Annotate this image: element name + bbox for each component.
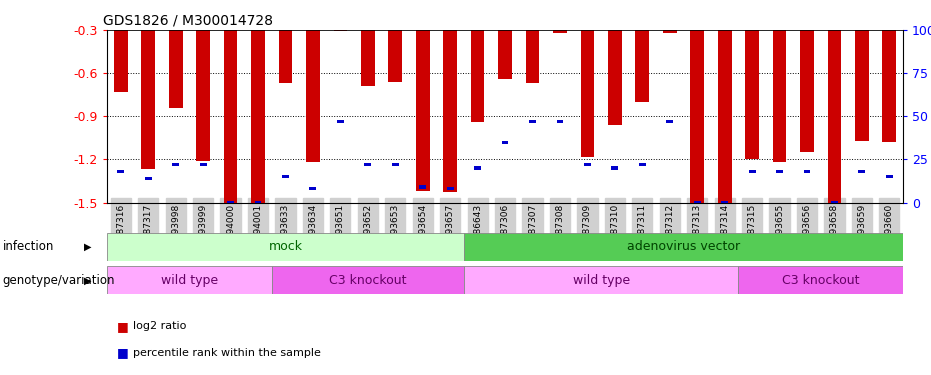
- Bar: [718, 30, 732, 202]
- Bar: [107, 266, 272, 294]
- Bar: [667, 120, 673, 123]
- Bar: [855, 30, 869, 141]
- Bar: [738, 266, 903, 294]
- Bar: [608, 30, 622, 125]
- Bar: [464, 266, 738, 294]
- Bar: [498, 30, 512, 79]
- Bar: [691, 30, 704, 202]
- Bar: [272, 266, 464, 294]
- Bar: [749, 170, 756, 173]
- Bar: [107, 232, 464, 261]
- Bar: [142, 30, 155, 170]
- Bar: [364, 163, 371, 166]
- Text: ▶: ▶: [84, 242, 91, 252]
- Text: mock: mock: [268, 240, 303, 253]
- Bar: [223, 30, 237, 202]
- Bar: [886, 175, 893, 178]
- Bar: [502, 141, 508, 144]
- Text: genotype/variation: genotype/variation: [3, 274, 115, 287]
- Bar: [416, 30, 429, 191]
- Bar: [196, 30, 210, 161]
- Bar: [776, 170, 783, 173]
- Bar: [464, 232, 903, 261]
- Bar: [557, 120, 563, 123]
- Bar: [443, 30, 457, 192]
- Bar: [883, 30, 897, 142]
- Bar: [419, 185, 426, 189]
- Bar: [388, 30, 402, 82]
- Text: infection: infection: [3, 240, 54, 253]
- Bar: [361, 30, 374, 86]
- Text: percentile rank within the sample: percentile rank within the sample: [133, 348, 321, 357]
- Text: GDS1826 / M300014728: GDS1826 / M300014728: [103, 13, 273, 27]
- Text: ■: ■: [116, 320, 128, 333]
- Bar: [581, 30, 594, 156]
- Bar: [172, 163, 179, 166]
- Text: C3 knockout: C3 knockout: [329, 274, 407, 287]
- Bar: [392, 163, 398, 166]
- Bar: [251, 30, 265, 202]
- Text: adenovirus vector: adenovirus vector: [627, 240, 740, 253]
- Bar: [526, 30, 539, 83]
- Bar: [145, 177, 152, 180]
- Bar: [309, 187, 317, 190]
- Bar: [800, 30, 814, 152]
- Text: wild type: wild type: [573, 274, 629, 287]
- Bar: [663, 30, 677, 33]
- Bar: [828, 30, 842, 202]
- Bar: [114, 30, 128, 92]
- Bar: [169, 30, 182, 108]
- Text: log2 ratio: log2 ratio: [133, 321, 186, 331]
- Text: C3 knockout: C3 knockout: [782, 274, 859, 287]
- Bar: [636, 30, 649, 102]
- Bar: [639, 163, 646, 166]
- Bar: [117, 170, 124, 173]
- Bar: [337, 120, 344, 123]
- Text: ▶: ▶: [84, 275, 91, 285]
- Bar: [722, 201, 728, 204]
- Bar: [831, 201, 838, 204]
- Bar: [471, 30, 484, 122]
- Bar: [773, 30, 787, 162]
- Bar: [529, 120, 536, 123]
- Bar: [227, 201, 234, 204]
- Bar: [612, 166, 618, 170]
- Bar: [858, 170, 865, 173]
- Bar: [474, 166, 481, 170]
- Bar: [200, 163, 207, 166]
- Bar: [306, 30, 319, 162]
- Bar: [803, 170, 810, 173]
- Bar: [584, 163, 591, 166]
- Bar: [745, 30, 759, 159]
- Bar: [254, 201, 262, 204]
- Bar: [447, 187, 453, 190]
- Bar: [553, 30, 567, 33]
- Bar: [282, 175, 289, 178]
- Text: ■: ■: [116, 346, 128, 359]
- Bar: [278, 30, 292, 83]
- Text: wild type: wild type: [161, 274, 218, 287]
- Bar: [333, 30, 347, 32]
- Bar: [694, 201, 701, 204]
